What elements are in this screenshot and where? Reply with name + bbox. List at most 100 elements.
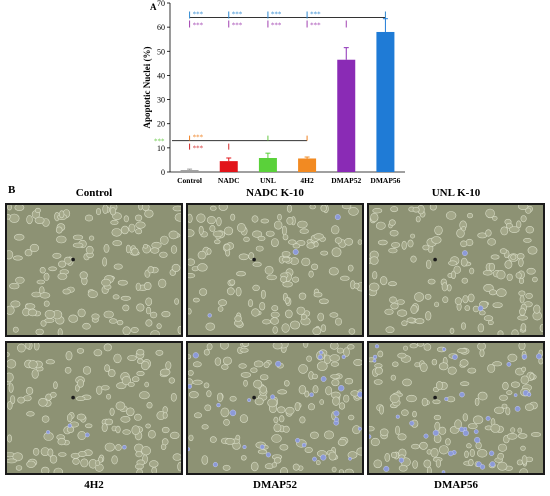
cell [276, 406, 286, 414]
cell [332, 396, 340, 406]
x-tick-label: DMAP52 [331, 176, 361, 185]
cell [316, 460, 321, 466]
cell [510, 427, 516, 433]
cell [421, 397, 428, 407]
cell [265, 230, 275, 237]
bar-dmap56 [376, 31, 395, 172]
cell [33, 343, 40, 351]
cell [88, 235, 95, 241]
cell [171, 263, 181, 272]
cell [192, 379, 203, 385]
cell [216, 217, 222, 227]
cell [122, 304, 130, 312]
apoptotic-nucleus [242, 444, 247, 450]
apoptotic-nucleus [122, 444, 127, 450]
cell [12, 326, 19, 333]
cell [72, 242, 84, 248]
cell [431, 358, 438, 366]
cell [414, 362, 421, 368]
cell [259, 374, 269, 381]
cell [396, 309, 408, 317]
cell [240, 347, 249, 353]
cell [370, 212, 379, 223]
cell [492, 361, 503, 367]
cell [84, 423, 93, 429]
cell [150, 311, 158, 319]
cell [43, 272, 50, 281]
cell [403, 345, 408, 351]
cell [474, 397, 480, 406]
cell [410, 255, 417, 263]
cell [313, 241, 319, 248]
cell [235, 286, 242, 297]
apoptotic-nucleus [295, 437, 301, 443]
cell [203, 382, 210, 389]
apoptotic-nucleus [383, 465, 390, 472]
cell [58, 260, 67, 268]
cell [32, 448, 40, 456]
cell [24, 249, 33, 257]
cell [377, 239, 388, 246]
cell [477, 323, 485, 333]
cell [401, 240, 407, 250]
apoptotic-nucleus [441, 470, 446, 473]
cell [469, 267, 475, 275]
cell [17, 396, 25, 404]
cell [425, 259, 432, 269]
cell [47, 448, 54, 457]
cell [188, 273, 196, 279]
cell [461, 322, 467, 330]
cell [286, 205, 293, 213]
cell [223, 243, 231, 251]
cell [499, 248, 508, 254]
apoptotic-nucleus [320, 376, 327, 382]
cell [223, 419, 230, 426]
cell [7, 214, 11, 220]
apoptotic-nucleus [395, 414, 400, 419]
cell [369, 426, 375, 432]
cell [36, 279, 45, 285]
panel-label-b: B [8, 184, 16, 196]
cell [14, 205, 25, 211]
apoptotic-nucleus [462, 430, 469, 437]
cell [292, 243, 301, 249]
cell [109, 407, 115, 416]
cell [430, 448, 439, 458]
cell [374, 366, 383, 375]
cell [401, 409, 409, 416]
cell [128, 223, 136, 233]
cell [485, 229, 492, 237]
apoptotic-nucleus [192, 352, 199, 359]
cell [340, 275, 350, 281]
cell [273, 423, 282, 433]
cell [341, 205, 352, 210]
cell [401, 320, 408, 326]
cell [262, 319, 271, 325]
cell [280, 467, 288, 473]
cell [101, 385, 110, 391]
cell [462, 295, 469, 304]
significance-stars-purple: *** [310, 21, 321, 29]
cell [479, 348, 485, 358]
cell [10, 300, 21, 308]
cell [161, 426, 170, 434]
cell [12, 255, 23, 261]
cell [146, 401, 153, 409]
cell [264, 265, 274, 275]
cell [415, 216, 421, 223]
cell [317, 312, 324, 322]
cell [447, 366, 457, 375]
cell [168, 377, 175, 384]
cell [492, 215, 498, 221]
cell [331, 225, 340, 235]
cell [313, 233, 324, 240]
cell [506, 390, 513, 395]
cell [38, 397, 48, 407]
cell [417, 343, 425, 347]
apoptotic-nucleus [372, 354, 378, 360]
cell [50, 391, 57, 398]
cell [116, 319, 124, 326]
cell [188, 229, 195, 237]
cell [281, 256, 291, 263]
cell [12, 452, 23, 462]
